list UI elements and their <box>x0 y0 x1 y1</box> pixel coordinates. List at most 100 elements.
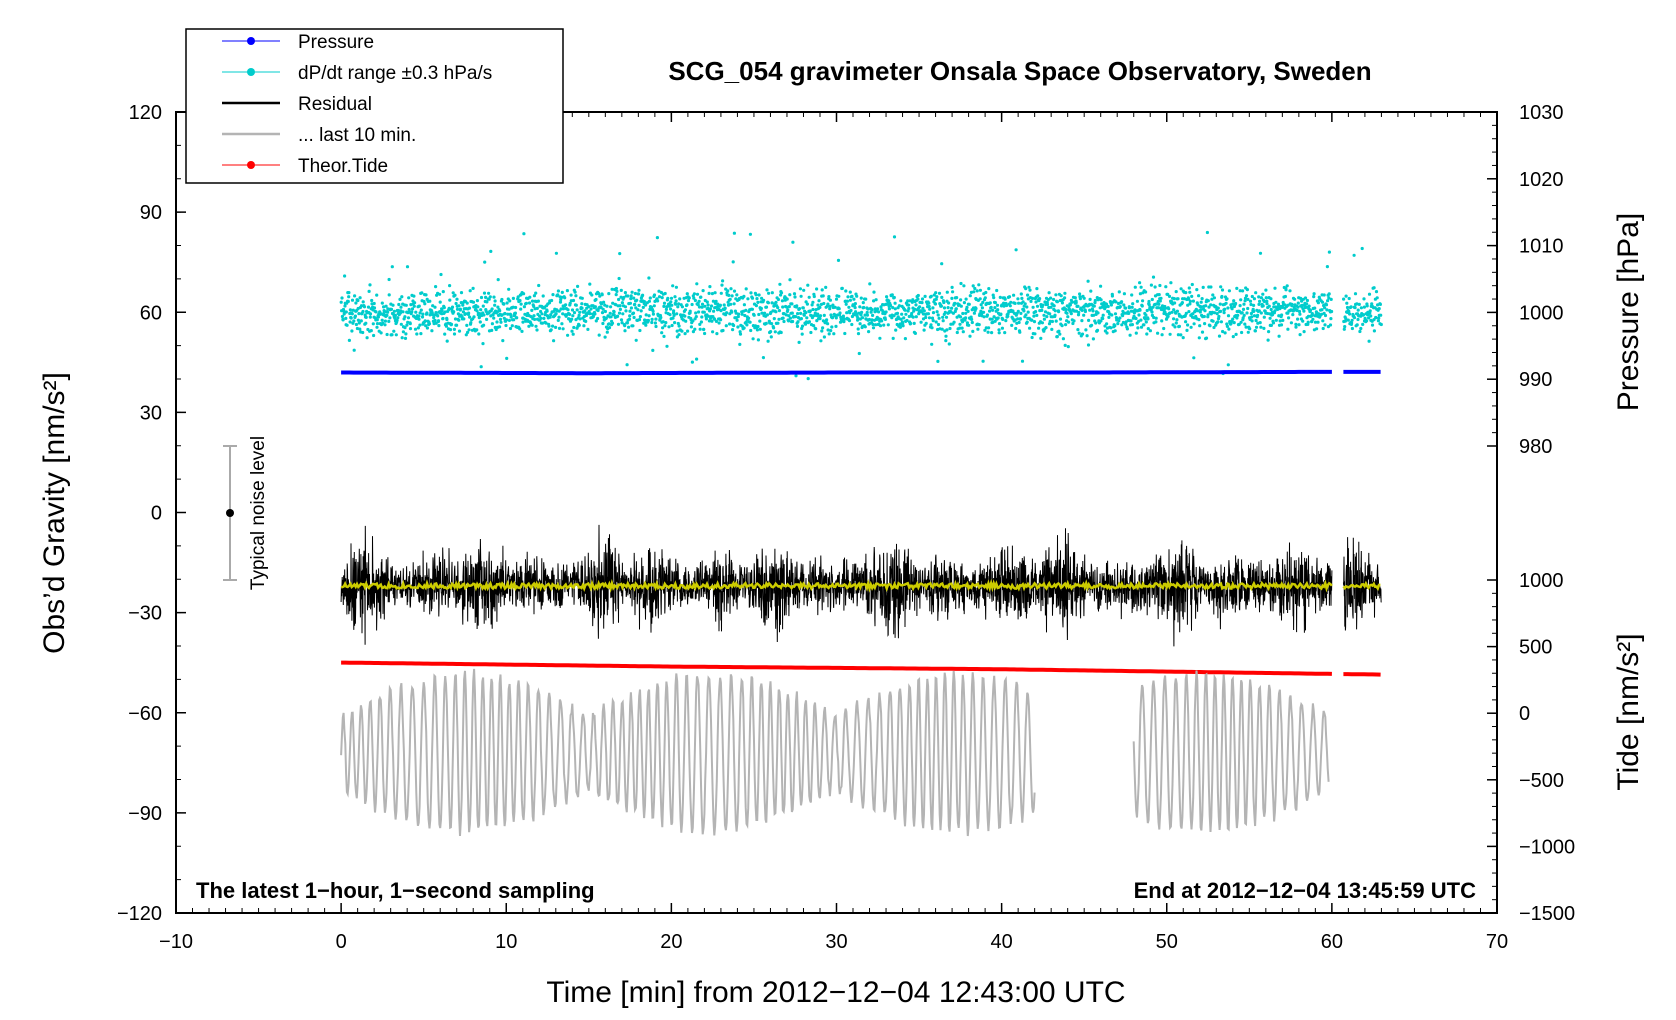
dpdt-point <box>341 318 345 322</box>
dpdt-point <box>1218 302 1222 306</box>
dpdt-point <box>1147 303 1151 307</box>
dpdt-point <box>801 306 805 310</box>
tide-tick-label: 1000 <box>1519 570 1564 592</box>
dpdt-point <box>794 374 798 378</box>
dpdt-point <box>1004 319 1008 323</box>
tide-tick-label: 0 <box>1519 703 1530 725</box>
dpdt-point <box>973 286 977 291</box>
dpdt-point <box>1212 325 1216 330</box>
dpdt-point <box>1066 315 1070 319</box>
dpdt-point <box>760 296 764 300</box>
dpdt-point <box>893 307 897 311</box>
dpdt-point <box>356 298 360 303</box>
dpdt-point <box>438 292 442 296</box>
dpdt-point <box>1259 311 1263 315</box>
dpdt-point <box>1238 304 1242 308</box>
dpdt-point <box>860 310 864 314</box>
dpdt-point <box>1222 311 1226 315</box>
dpdt-point <box>1034 300 1038 304</box>
dpdt-point <box>800 332 804 336</box>
dpdt-point <box>654 317 658 321</box>
dpdt-point <box>731 328 735 332</box>
dpdt-point <box>1006 312 1010 316</box>
dpdt-point <box>628 314 632 318</box>
dpdt-point <box>1245 311 1249 315</box>
dpdt-point <box>405 323 409 327</box>
dpdt-point <box>766 339 770 343</box>
dpdt-point <box>636 308 640 312</box>
dpdt-point <box>906 309 910 313</box>
dpdt-point <box>781 305 785 309</box>
dpdt-point <box>822 301 826 306</box>
dpdt-point <box>1300 303 1304 307</box>
dpdt-point <box>755 297 759 301</box>
dpdt-point <box>878 336 882 340</box>
dpdt-point <box>1144 313 1148 317</box>
dpdt-point <box>1014 326 1018 331</box>
dpdt-point <box>710 292 715 296</box>
dpdt-point <box>1220 294 1224 299</box>
dpdt-point <box>962 284 966 288</box>
dpdt-point <box>1085 334 1089 338</box>
dpdt-point <box>706 303 710 307</box>
dpdt-point <box>678 297 682 301</box>
dpdt-point <box>507 318 511 322</box>
dpdt-point <box>909 321 913 326</box>
dpdt-point <box>1264 296 1268 300</box>
dpdt-point <box>1127 311 1131 315</box>
dpdt-point <box>746 297 750 301</box>
dpdt-point <box>535 306 539 310</box>
legend-swatch-dot <box>247 37 255 45</box>
dpdt-point <box>1358 329 1362 334</box>
dpdt-point <box>390 333 394 337</box>
dpdt-point <box>1197 318 1201 322</box>
dpdt-point <box>944 339 948 343</box>
dpdt-point <box>1287 316 1291 320</box>
dpdt-point <box>1181 336 1185 340</box>
y-tick-label: −90 <box>128 803 162 825</box>
dpdt-point <box>1034 310 1038 314</box>
dpdt-point <box>623 324 627 328</box>
dpdt-point <box>412 294 416 298</box>
dpdt-point <box>1088 297 1092 301</box>
dpdt-point <box>1057 310 1061 314</box>
dpdt-point <box>763 311 767 315</box>
dpdt-point <box>683 308 688 312</box>
dpdt-point <box>522 232 526 236</box>
dpdt-point <box>770 291 774 295</box>
dpdt-point <box>1360 246 1364 251</box>
dpdt-point <box>1323 323 1327 327</box>
dpdt-point <box>844 302 848 306</box>
dpdt-point <box>1323 306 1327 310</box>
dpdt-point <box>1131 302 1135 306</box>
dpdt-point <box>383 319 387 323</box>
dpdt-point <box>802 313 806 317</box>
dpdt-point <box>667 325 671 329</box>
dpdt-point <box>711 299 716 303</box>
dpdt-point <box>647 276 651 280</box>
dpdt-point <box>799 294 803 298</box>
dpdt-point <box>641 305 645 309</box>
dpdt-point <box>732 323 736 328</box>
dpdt-point <box>1124 322 1128 326</box>
dpdt-point <box>845 299 850 303</box>
dpdt-point <box>1192 322 1196 326</box>
dpdt-point <box>1220 288 1225 292</box>
dpdt-point <box>468 289 472 293</box>
dpdt-point <box>782 319 786 324</box>
dpdt-point <box>444 324 448 328</box>
dpdt-point <box>856 332 861 336</box>
dpdt-point <box>1225 324 1229 328</box>
dpdt-point <box>561 327 565 331</box>
dpdt-point <box>1240 311 1244 315</box>
dpdt-point <box>1268 316 1272 320</box>
dpdt-point <box>618 307 623 311</box>
dpdt-point <box>945 290 949 294</box>
dpdt-point <box>1219 285 1223 289</box>
dpdt-point <box>1054 293 1058 297</box>
dpdt-point <box>1327 296 1331 300</box>
dpdt-point <box>1248 327 1252 331</box>
dpdt-point <box>1232 321 1236 325</box>
dpdt-point <box>574 318 578 322</box>
dpdt-point <box>540 321 545 325</box>
